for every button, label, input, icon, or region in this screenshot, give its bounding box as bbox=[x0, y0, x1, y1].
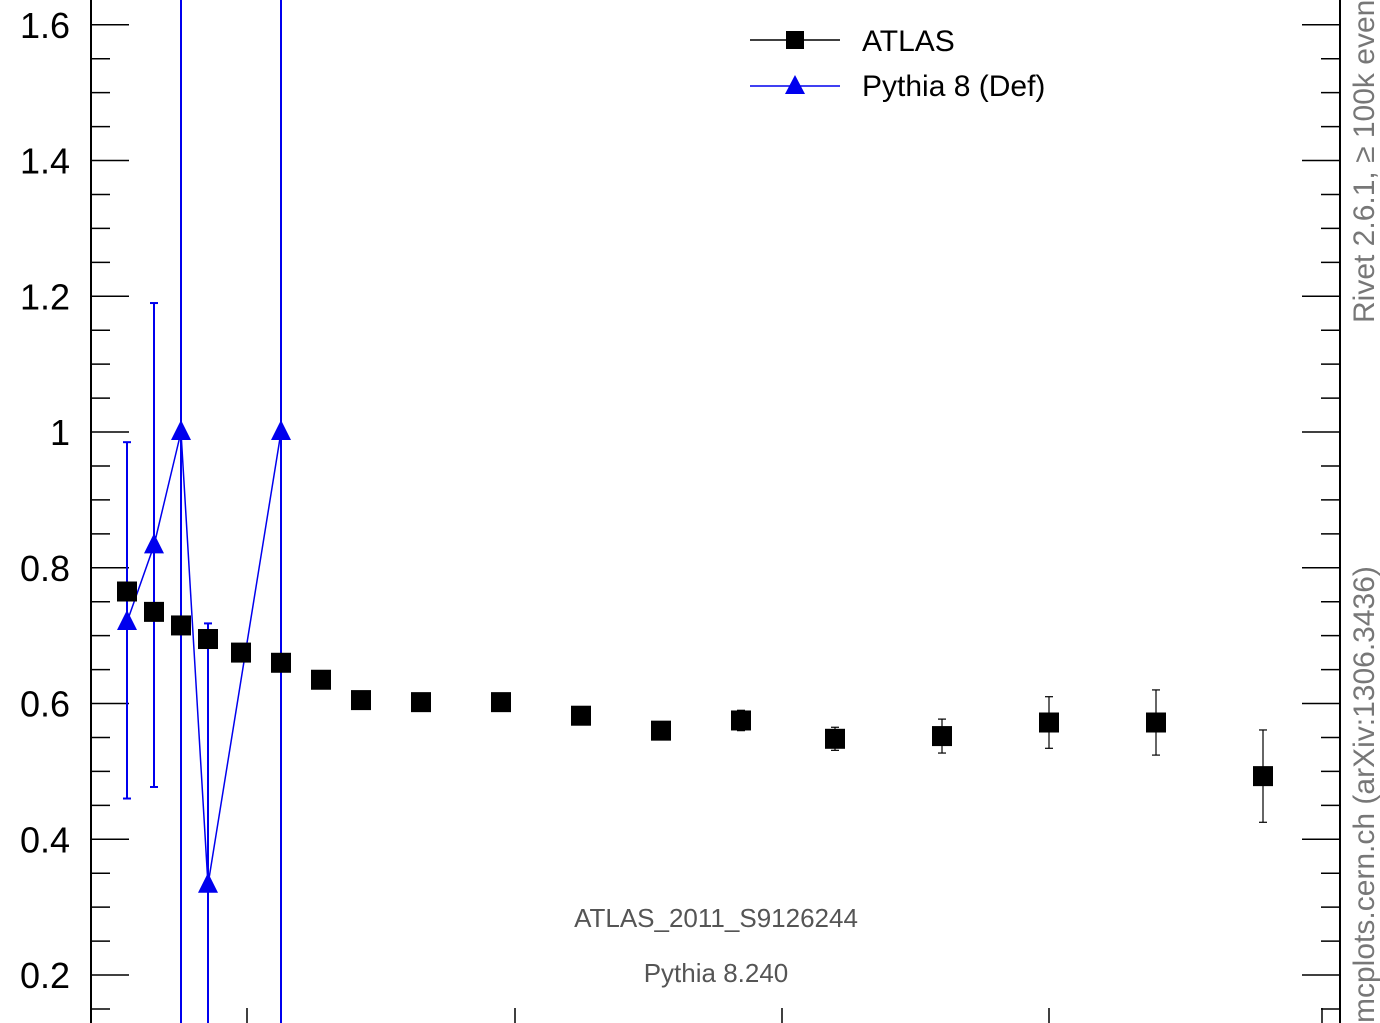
atlas-point bbox=[271, 652, 291, 673]
legend-pythia-marker bbox=[785, 75, 805, 94]
atlas-point bbox=[144, 601, 164, 622]
y-tick-label: 1.2 bbox=[20, 276, 70, 317]
atlas-point bbox=[731, 710, 751, 731]
analysis-name: ATLAS_2011_S9126244 bbox=[574, 903, 858, 933]
generator-version: Pythia 8.240 bbox=[644, 958, 789, 988]
pythia-point bbox=[171, 420, 191, 440]
y-tick-label: 1 bbox=[50, 412, 70, 453]
atlas-point bbox=[651, 720, 671, 741]
mcplots-reference: mcplots.cern.ch (arXiv:1306.3436) bbox=[1348, 566, 1380, 1023]
series-pythia bbox=[117, 0, 291, 1023]
plot-frame bbox=[90, 0, 1341, 1023]
atlas-point bbox=[311, 669, 331, 690]
atlas-point bbox=[1039, 712, 1059, 733]
series-atlas bbox=[117, 581, 1273, 823]
y-tick-label: 0.4 bbox=[20, 819, 70, 860]
pythia-point bbox=[198, 872, 218, 893]
pythia-point bbox=[144, 533, 164, 554]
y-tick-label: 1.6 bbox=[20, 5, 70, 46]
y-tick-label: 0.2 bbox=[20, 955, 70, 996]
pythia-point bbox=[271, 420, 291, 440]
atlas-point bbox=[351, 690, 371, 711]
x-axis-ticks bbox=[246, 1008, 1323, 1023]
legend: ATLAS Pythia 8 (Def) bbox=[750, 25, 1045, 103]
legend-pythia-label: Pythia 8 (Def) bbox=[862, 70, 1045, 103]
atlas-point bbox=[117, 581, 137, 602]
atlas-point bbox=[231, 642, 251, 663]
legend-atlas-label: ATLAS bbox=[862, 25, 955, 58]
atlas-point bbox=[571, 705, 591, 726]
pythia-point bbox=[117, 610, 137, 631]
atlas-point bbox=[1146, 712, 1166, 733]
y-tick-label: 1.4 bbox=[20, 141, 70, 182]
atlas-point bbox=[171, 615, 191, 636]
pythia-line bbox=[126, 431, 282, 885]
atlas-point bbox=[198, 629, 218, 650]
legend-atlas-marker bbox=[786, 31, 804, 49]
series-layer bbox=[117, 0, 1273, 1023]
atlas-point bbox=[1253, 766, 1273, 787]
rivet-version: Rivet 2.6.1, ≥ 100k events bbox=[1348, 0, 1380, 323]
legend-entry-atlas: ATLAS bbox=[750, 25, 955, 58]
y-axis-ticks: 0.2 0.4 0.6 0.8 1 1.2 1.4 1.6 bbox=[20, 5, 1340, 1010]
atlas-point bbox=[825, 728, 845, 749]
atlas-point bbox=[411, 692, 431, 713]
atlas-point bbox=[491, 692, 511, 713]
legend-entry-pythia: Pythia 8 (Def) bbox=[750, 70, 1045, 103]
atlas-point bbox=[932, 726, 952, 747]
y-tick-label: 0.8 bbox=[20, 548, 70, 589]
y-tick-label: 0.6 bbox=[20, 684, 70, 725]
